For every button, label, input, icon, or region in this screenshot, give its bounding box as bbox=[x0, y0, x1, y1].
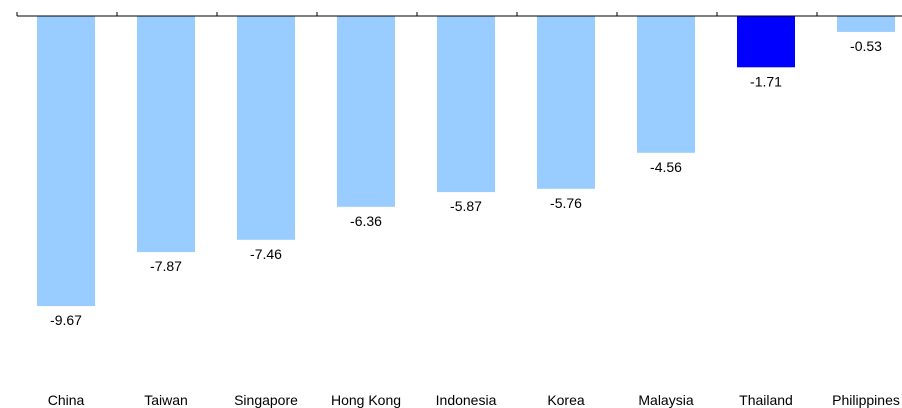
bar-taiwan bbox=[137, 16, 195, 253]
data-label-hong-kong: -6.36 bbox=[350, 213, 382, 229]
category-label-malaysia: Malaysia bbox=[638, 392, 693, 408]
data-label-taiwan: -7.87 bbox=[150, 258, 182, 274]
bars-layer bbox=[37, 16, 895, 307]
category-label-philippines: Philippines bbox=[832, 392, 900, 408]
bar-hong-kong bbox=[337, 16, 395, 207]
x-axis bbox=[16, 12, 902, 17]
category-label-singapore: Singapore bbox=[234, 392, 298, 408]
category-label-taiwan: Taiwan bbox=[144, 392, 188, 408]
category-label-indonesia: Indonesia bbox=[436, 392, 497, 408]
data-label-philippines: -0.53 bbox=[850, 38, 882, 54]
bar-thailand bbox=[737, 16, 795, 68]
bar-philippines bbox=[837, 16, 895, 32]
bar-korea bbox=[537, 16, 595, 189]
bar-china bbox=[37, 16, 95, 307]
bar-malaysia bbox=[637, 16, 695, 153]
data-label-singapore: -7.46 bbox=[250, 246, 282, 262]
data-label-thailand: -1.71 bbox=[750, 73, 782, 89]
category-label-china: China bbox=[48, 392, 85, 408]
data-label-china: -9.67 bbox=[50, 312, 82, 328]
data-label-malaysia: -4.56 bbox=[650, 159, 682, 175]
bar-indonesia bbox=[437, 16, 495, 193]
category-labels-layer: China Taiwan Singapore Hong Kong Indonesia Ko… bbox=[48, 392, 900, 408]
bar-singapore bbox=[237, 16, 295, 240]
category-label-korea: Korea bbox=[547, 392, 585, 408]
data-label-indonesia: -5.87 bbox=[450, 198, 482, 214]
data-labels-layer: -9.67 -7.87 -7.46 -6.36 -5.87 -5.76 -4.56 -1.71… bbox=[50, 38, 882, 328]
category-label-thailand: Thailand bbox=[739, 392, 793, 408]
category-label-hong-kong: Hong Kong bbox=[331, 392, 401, 408]
data-label-korea: -5.76 bbox=[550, 195, 582, 211]
